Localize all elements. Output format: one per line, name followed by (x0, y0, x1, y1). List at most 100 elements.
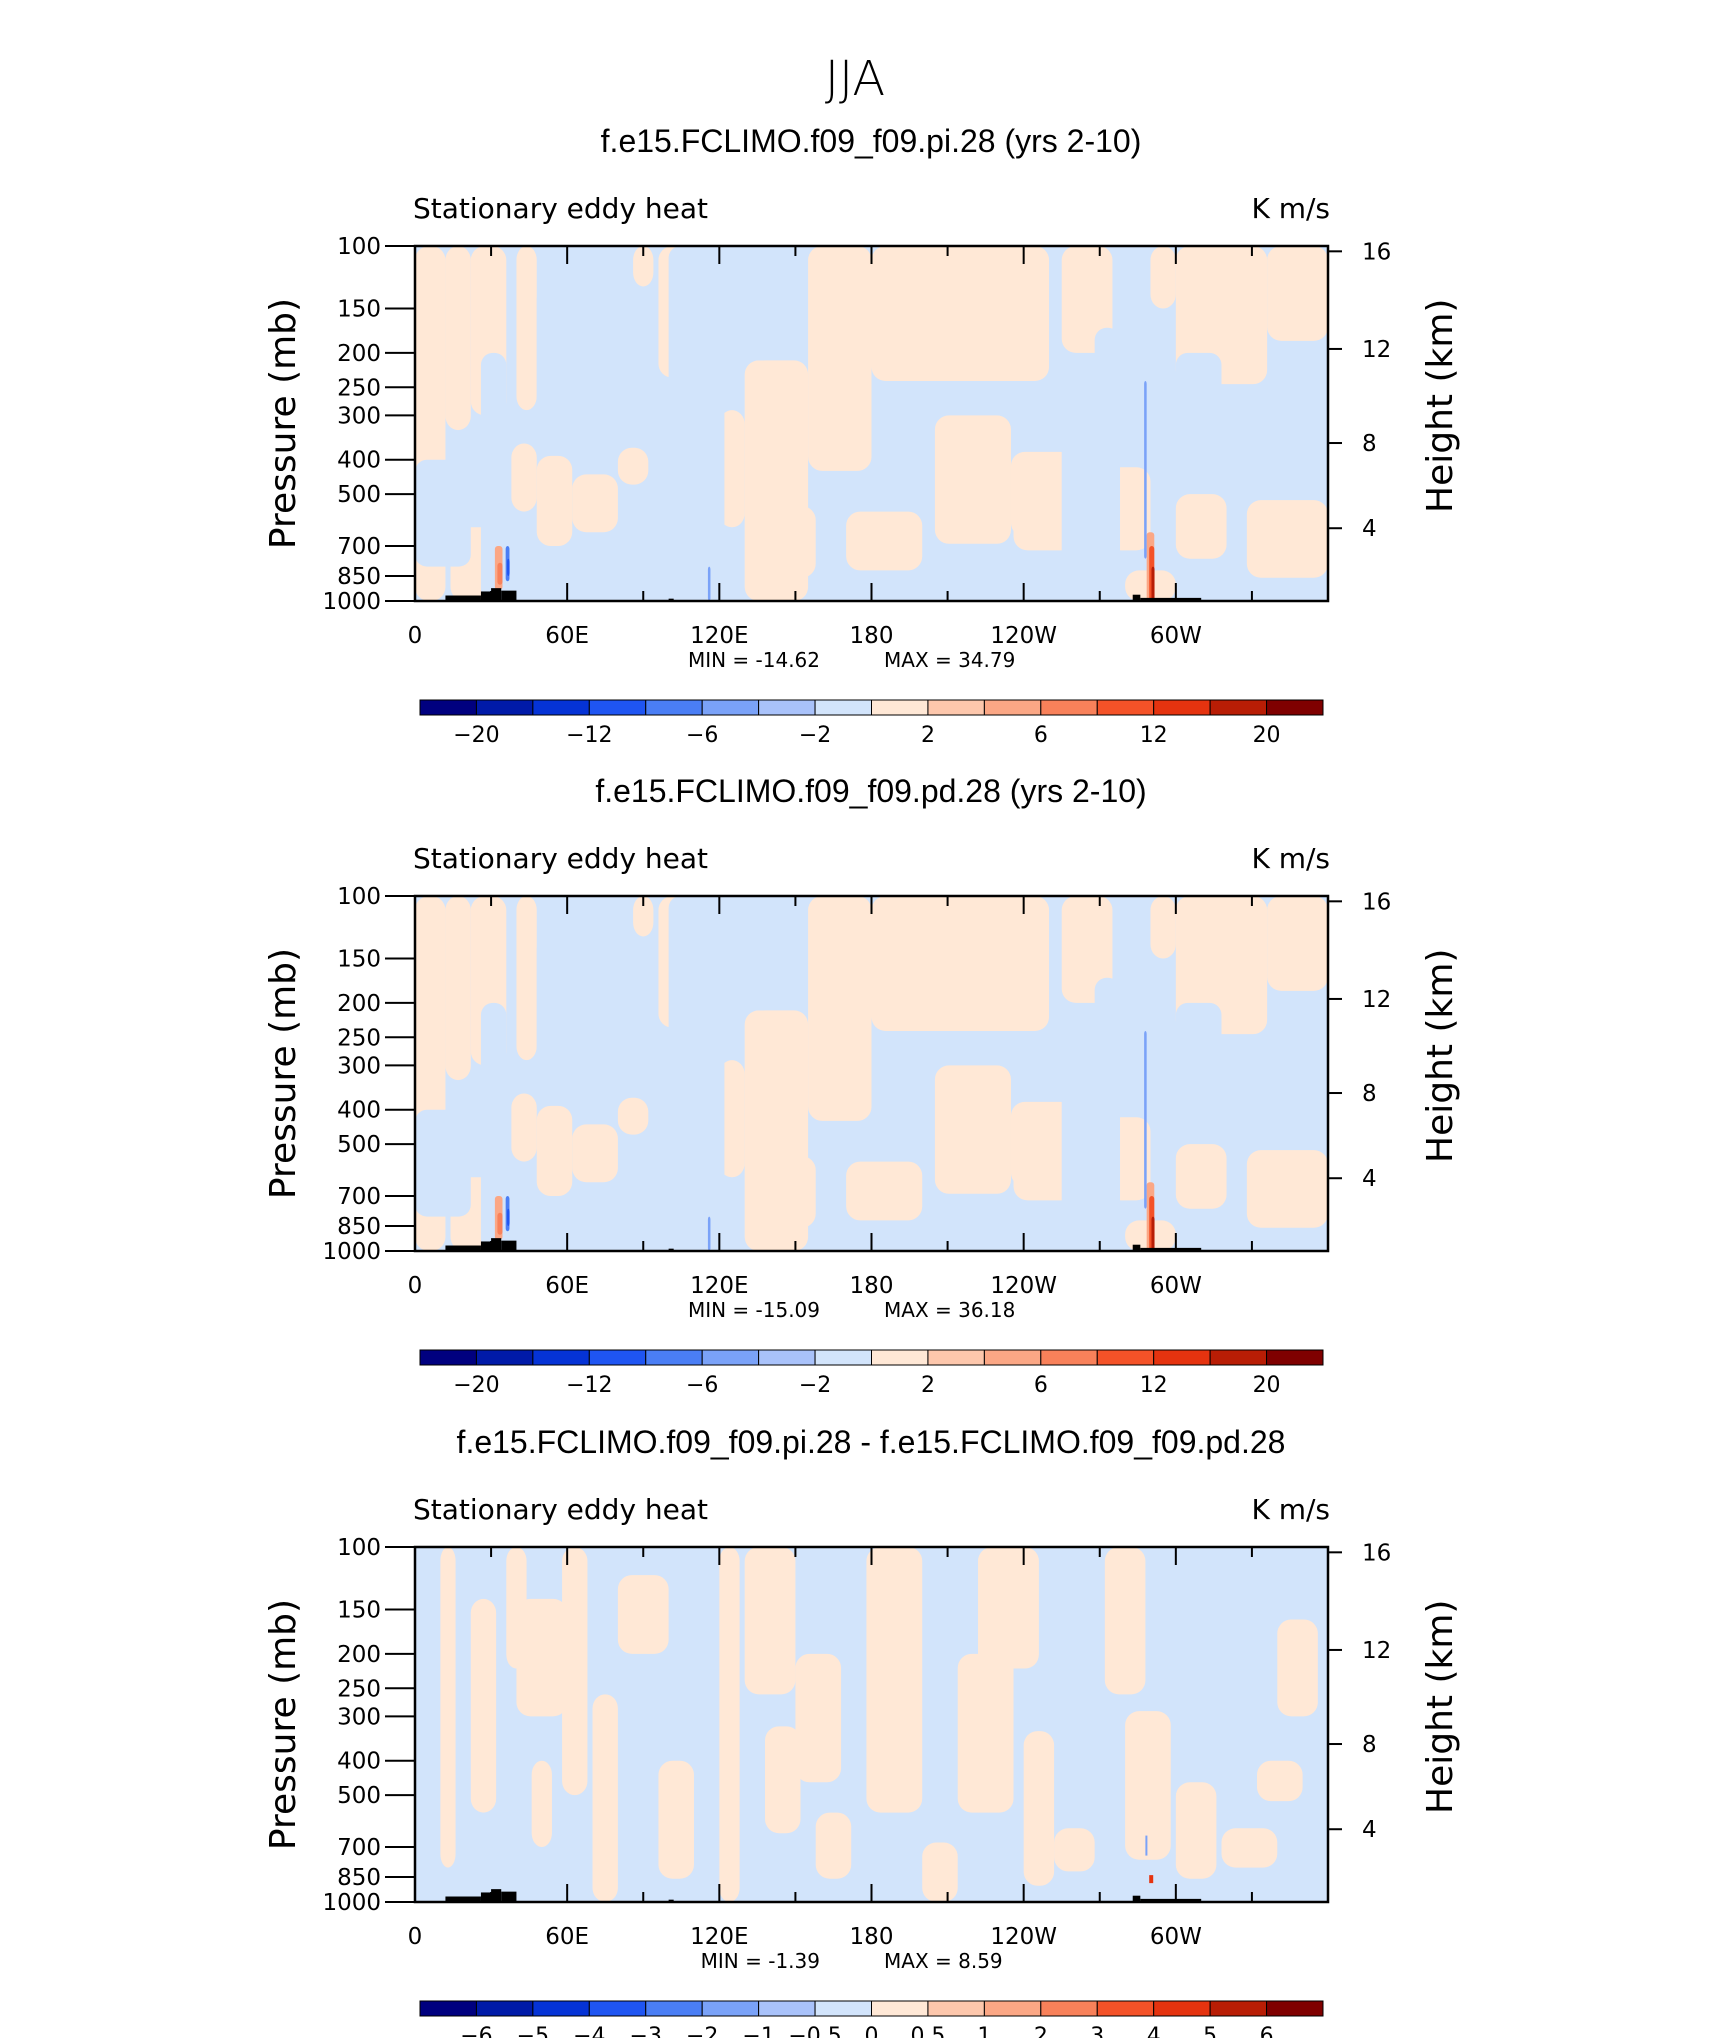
positive-region (1221, 1828, 1278, 1868)
x-tick-label: 0 (408, 623, 423, 649)
intense-feature (1145, 1835, 1148, 1856)
right-tick-label: 12 (1362, 987, 1391, 1013)
positive-region (808, 246, 872, 471)
negative-region (572, 534, 593, 601)
colorbar-box (588, 699, 647, 716)
x-tick-label: 60W (1150, 623, 1202, 649)
y-axis-label: Pressure (mb) (263, 298, 304, 549)
positive-region (531, 1760, 552, 1848)
right-tick-label: 16 (1362, 889, 1391, 915)
positive-region (1246, 1150, 1328, 1228)
colorbar-box (814, 2000, 872, 2017)
colorbar-label: −2 (799, 723, 831, 748)
colorbar-label: −5 (517, 2024, 549, 2038)
positive-region (866, 1547, 923, 1813)
positive-region (1054, 1828, 1095, 1872)
colorbar-box (1040, 699, 1098, 716)
colorbar-box (927, 2000, 985, 2017)
terrain (501, 1891, 517, 1902)
x-tick-label: 120E (690, 1273, 748, 1299)
colorbar-label: −4 (573, 2024, 605, 2038)
max-label: MAX = 8.59 (884, 1949, 1003, 1973)
colorbar-box (871, 2000, 929, 2017)
x-tick-label: 0 (408, 1273, 423, 1299)
terrain (501, 590, 517, 601)
colorbar-label: 2 (1034, 2024, 1048, 2038)
positive-region (1267, 246, 1328, 341)
colorbar-box (1096, 699, 1155, 716)
x-tick-label: 120W (990, 623, 1057, 649)
colorbar-label: −12 (566, 1373, 612, 1398)
y-tick-label: 100 (337, 234, 381, 260)
colorbar-box (871, 699, 929, 716)
y-tick-label: 150 (337, 1598, 381, 1624)
positive-region (934, 415, 1011, 544)
positive-region (957, 1653, 1014, 1813)
y-tick-label: 850 (337, 1865, 381, 1891)
colorbar-box (701, 699, 760, 716)
negative-region (744, 896, 776, 1011)
terrain (491, 1238, 502, 1251)
colorbar-label: −20 (453, 723, 499, 748)
min-label: MIN = -1.39 (701, 1949, 820, 1973)
x-tick-label: 60E (545, 1924, 589, 1950)
colorbar-label: −2 (686, 2024, 718, 2038)
positive-region (516, 896, 537, 1061)
colorbar-label: −0.5 (788, 2024, 841, 2038)
panels: f.e15.FCLIMO.f09_f09.pi.28 (yrs 2-10) Sta… (263, 123, 1461, 2038)
negative-region (536, 936, 629, 1102)
positive-region (719, 410, 745, 528)
positive-region (562, 1547, 588, 1796)
colorbar-box (532, 1349, 590, 1366)
negative-region (744, 246, 776, 361)
positive-region (511, 1093, 537, 1162)
colorbar-label: 5 (1203, 2024, 1217, 2038)
panel-right-label: K m/s (1251, 1493, 1330, 1526)
negative-region (1094, 977, 1121, 1251)
colorbar-box (983, 1349, 1042, 1366)
negative-region (871, 1037, 923, 1125)
positive-region (1175, 494, 1227, 559)
terrain (480, 591, 492, 601)
colorbar-box (475, 2000, 534, 2017)
colorbar-box (758, 2000, 816, 2017)
colorbar-label: 6 (1034, 1373, 1048, 1398)
negative-region (668, 246, 725, 601)
x-tick-label: 180 (850, 1273, 894, 1299)
positive-region (1175, 246, 1268, 385)
right-tick-label: 8 (1362, 431, 1377, 457)
right-tick-label: 4 (1362, 1817, 1377, 1843)
positive-region (1061, 896, 1113, 1003)
y-tick-label: 200 (337, 341, 381, 367)
colorbar-box (419, 699, 477, 716)
terrain (480, 1892, 492, 1902)
negative-region (415, 459, 471, 567)
x-tick-label: 60E (545, 623, 589, 649)
colorbar-label: −20 (453, 1373, 499, 1398)
terrain (445, 1245, 481, 1251)
terrain (491, 588, 502, 601)
right-tick-label: 4 (1362, 1166, 1377, 1192)
terrain (1132, 1895, 1141, 1902)
y-tick-label: 850 (337, 564, 381, 590)
negative-region (1221, 415, 1308, 468)
y-tick-label: 300 (337, 403, 381, 429)
panel-1: f.e15.FCLIMO.f09_f09.pi.28 (yrs 2-10) Sta… (263, 123, 1461, 748)
colorbar-box (1209, 1349, 1268, 1366)
x-tick-label: 60W (1150, 1273, 1202, 1299)
colorbar-label: 6 (1034, 723, 1048, 748)
y-tick-label: 850 (337, 1214, 381, 1240)
y-tick-label: 100 (337, 1535, 381, 1561)
positive-region (846, 511, 923, 571)
positive-region (871, 246, 1050, 381)
terrain (1140, 597, 1202, 601)
colorbar-box (532, 2000, 590, 2017)
panel-title: f.e15.FCLIMO.f09_f09.pd.28 (yrs 2-10) (595, 773, 1146, 809)
x-tick-label: 60E (545, 1273, 589, 1299)
negative-region (871, 387, 923, 475)
right-axis-label: Height (km) (1420, 1600, 1461, 1814)
colorbar-label: −2 (799, 1373, 831, 1398)
colorbar-box (814, 699, 872, 716)
positive-region (1023, 1731, 1055, 1886)
positive-region (1150, 896, 1176, 959)
